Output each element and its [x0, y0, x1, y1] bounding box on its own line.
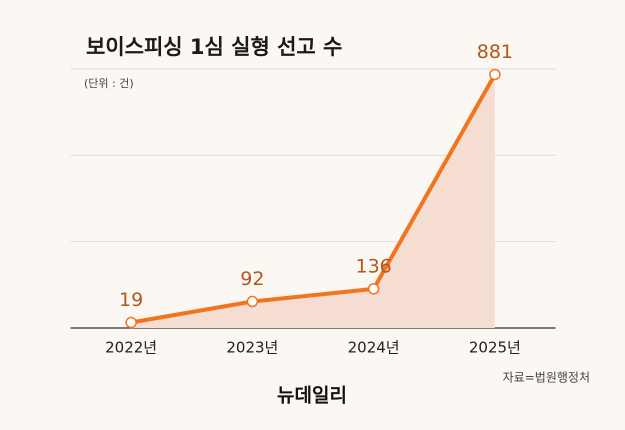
line: [130, 73, 497, 325]
point: [125, 316, 137, 329]
logo: 뉴데일리: [277, 385, 347, 407]
x-tick-label: 2022년: [105, 339, 157, 357]
data-label: 881: [477, 41, 513, 63]
source: 자료=법원행정처: [503, 370, 590, 385]
x-tick-label: 2025년: [469, 339, 521, 357]
data-label: 136: [355, 255, 391, 277]
x-tick-label: 2024년: [348, 339, 400, 357]
point: [246, 295, 259, 308]
area: [131, 74, 495, 329]
data-label: 92: [240, 268, 264, 290]
chart-subtitle: (단위 : 건): [84, 77, 134, 90]
point: [367, 283, 380, 295]
x-tick-label: 2023년: [226, 339, 278, 357]
chart-title: 보이스피싱 1심 실형 선고 수: [86, 35, 342, 59]
point: [489, 68, 501, 81]
data-label: 19: [119, 289, 143, 311]
